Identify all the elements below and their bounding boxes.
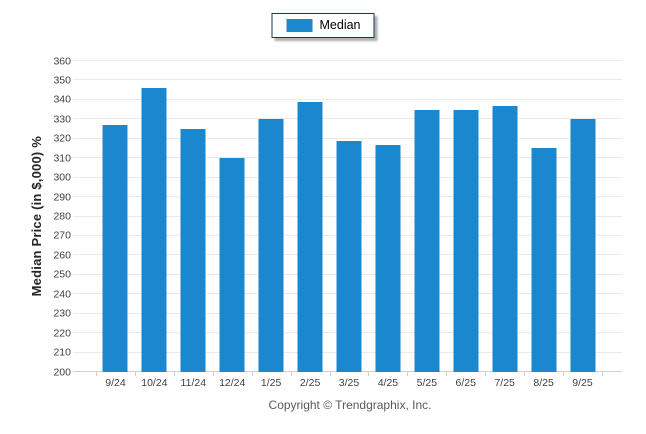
bar-9/25[interactable] [570, 119, 596, 372]
x-tick-label: 9/24 [105, 377, 126, 389]
bar-9/24[interactable] [102, 125, 128, 372]
grid-line [73, 118, 622, 120]
x-boundary-tick [96, 372, 97, 376]
y-tick-label: 210 [53, 346, 71, 359]
y-tick-label: 350 [53, 74, 71, 87]
x-tick-label: 12/24 [219, 377, 246, 389]
bar-4/25[interactable] [375, 145, 401, 372]
bar-slot: 3/25 [330, 61, 369, 389]
bar-11/24[interactable] [180, 129, 206, 372]
x-tick-label: 10/24 [141, 377, 168, 389]
bar-7/25[interactable] [492, 106, 518, 372]
x-tick-label: 4/25 [377, 377, 399, 389]
x-tick-label: 5/25 [416, 377, 438, 389]
grid-line [73, 60, 622, 61]
bar-slot: 2/25 [291, 61, 330, 389]
x-tick-label: 1/25 [260, 377, 282, 389]
legend-label-median: Median [319, 18, 361, 32]
x-tick-label: 6/25 [455, 377, 476, 389]
bar-5/25[interactable] [414, 110, 440, 372]
bar-slot: 11/24 [174, 61, 213, 389]
bar-slot: 1/25 [252, 61, 291, 389]
bar-10/24[interactable] [141, 88, 167, 372]
grid-line [73, 137, 622, 139]
y-tick-label: 260 [53, 249, 71, 262]
grid-line [73, 79, 622, 81]
bar-slot: 7/25 [485, 61, 524, 389]
bar-2/25[interactable] [297, 102, 323, 372]
x-boundary-tick [563, 372, 565, 376]
x-boundary-tick [602, 372, 603, 376]
bar-slot: 4/25 [368, 61, 407, 389]
x-tick-label: 9/25 [572, 377, 593, 389]
y-tick-label: 200 [53, 365, 71, 378]
bar-slot: 12/24 [213, 61, 252, 389]
x-tick-label: 3/25 [338, 377, 360, 389]
x-boundary-tick [329, 372, 331, 376]
x-tick-label: 7/25 [494, 377, 515, 389]
y-tick-label: 340 [53, 93, 71, 106]
bar-6/25[interactable] [453, 110, 479, 372]
bar-slot: 8/25 [524, 61, 563, 389]
y-tick-label: 280 [53, 210, 71, 223]
legend-swatch-median [286, 19, 313, 32]
bar-slot: 10/24 [135, 61, 174, 389]
y-tick-label: 250 [53, 268, 71, 281]
x-boundary-tick [212, 372, 214, 376]
x-tick-label: 11/24 [180, 377, 207, 389]
y-tick-label: 320 [53, 132, 71, 145]
y-tick-label: 310 [53, 151, 71, 164]
x-boundary-tick [134, 372, 136, 376]
y-tick-label: 270 [53, 229, 71, 242]
copyright-text: Copyright © Trendgraphix, Inc. [268, 398, 432, 412]
bar-1/25[interactable] [258, 119, 284, 372]
y-axis-title-text: Median Price (in $,000) % [28, 136, 44, 297]
y-tick-label: 240 [53, 288, 71, 300]
y-tick-label: 360 [53, 54, 71, 67]
plot-area: 9/24 10/24 11/24 12/24 1/25 2/25 3/25 4/25 5/25 6… [53, 56, 622, 389]
grid-line [73, 98, 622, 100]
x-tick-label: 2/25 [299, 377, 321, 389]
bar-8/25[interactable] [531, 148, 557, 372]
x-boundary-tick [485, 372, 487, 376]
bar-slot: 6/25 [446, 61, 485, 389]
x-boundary-tick [446, 372, 448, 376]
y-tick-label: 220 [53, 326, 71, 339]
y-tick-label: 330 [53, 113, 71, 126]
bars: 9/24 10/24 11/24 12/24 1/25 2/25 3/25 4/25 5/25 6… [96, 61, 603, 389]
y-tick-label: 300 [53, 171, 71, 184]
y-axis-title: Median Price (in $,000) % [26, 61, 46, 372]
bar-slot: 9/25 [563, 61, 602, 389]
x-boundary-tick [368, 372, 370, 376]
bar-slot: 9/24 [96, 61, 135, 389]
bar-12/24[interactable] [219, 158, 245, 372]
legend[interactable]: Median [271, 13, 375, 38]
x-boundary-tick [524, 372, 526, 376]
bar-3/25[interactable] [336, 141, 362, 372]
y-tick-label: 230 [53, 307, 71, 320]
x-boundary-tick [290, 372, 292, 376]
x-boundary-tick [407, 372, 409, 376]
x-boundary-tick [251, 372, 253, 376]
bar-slot: 5/25 [407, 61, 446, 389]
x-boundary-tick [173, 372, 175, 376]
x-tick-label: 8/25 [533, 377, 554, 389]
y-tick-label: 290 [53, 190, 71, 203]
